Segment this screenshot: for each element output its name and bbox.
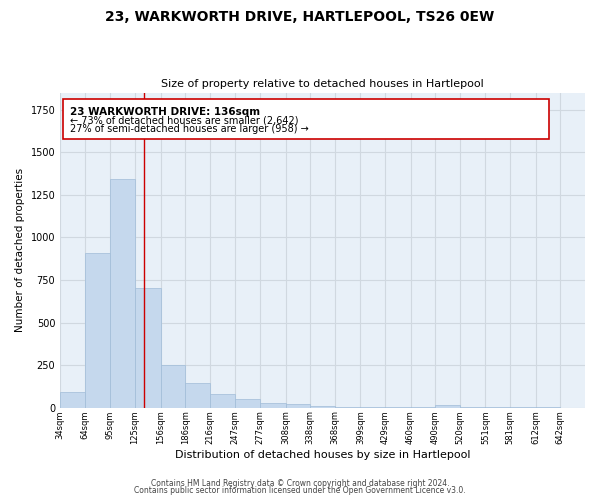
Bar <box>310 406 335 407</box>
Bar <box>185 383 210 407</box>
FancyBboxPatch shape <box>64 100 549 140</box>
Bar <box>60 392 85 407</box>
Text: 23, WARKWORTH DRIVE, HARTLEPOOL, TS26 0EW: 23, WARKWORTH DRIVE, HARTLEPOOL, TS26 0E… <box>106 10 494 24</box>
Text: Contains HM Land Registry data © Crown copyright and database right 2024.: Contains HM Land Registry data © Crown c… <box>151 478 449 488</box>
Bar <box>335 407 361 408</box>
Bar <box>161 365 185 408</box>
Text: ← 73% of detached houses are smaller (2,642): ← 73% of detached houses are smaller (2,… <box>70 116 299 126</box>
Text: 27% of semi-detached houses are larger (958) →: 27% of semi-detached houses are larger (… <box>70 124 309 134</box>
Bar <box>210 394 235 407</box>
X-axis label: Distribution of detached houses by size in Hartlepool: Distribution of detached houses by size … <box>175 450 470 460</box>
Y-axis label: Number of detached properties: Number of detached properties <box>15 168 25 332</box>
Bar <box>286 404 310 407</box>
Bar <box>110 180 135 408</box>
Bar <box>85 252 110 408</box>
Bar <box>260 404 286 407</box>
Text: Contains public sector information licensed under the Open Government Licence v3: Contains public sector information licen… <box>134 486 466 495</box>
Bar <box>135 288 161 408</box>
Bar <box>435 405 460 407</box>
Bar <box>361 407 385 408</box>
Title: Size of property relative to detached houses in Hartlepool: Size of property relative to detached ho… <box>161 79 484 89</box>
Text: 23 WARKWORTH DRIVE: 136sqm: 23 WARKWORTH DRIVE: 136sqm <box>70 107 260 117</box>
Bar <box>235 399 260 407</box>
